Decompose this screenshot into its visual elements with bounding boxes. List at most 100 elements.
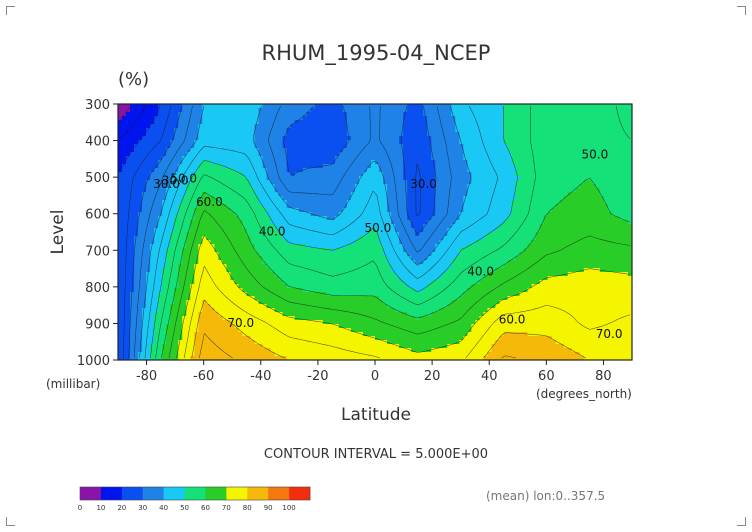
field-cell [523, 192, 528, 197]
field-cell [270, 212, 275, 217]
field-cell [519, 208, 524, 213]
field-cell [431, 116, 436, 121]
field-cell [439, 128, 444, 133]
field-cell [214, 132, 219, 137]
field-cell [198, 160, 203, 165]
field-cell [314, 220, 320, 225]
field-cell [342, 136, 348, 141]
field-cell [174, 180, 179, 185]
field-cell [559, 172, 565, 177]
field-cell [194, 204, 199, 209]
field-cell [391, 172, 396, 177]
field-cell [342, 240, 348, 245]
field-cell [623, 208, 629, 213]
field-cell [222, 224, 227, 229]
field-cell [595, 112, 601, 117]
field-cell [455, 132, 460, 137]
field-cell [427, 152, 432, 157]
units-label: (%) [118, 69, 149, 90]
field-cell [531, 228, 536, 233]
field-cell [330, 104, 336, 109]
field-cell [270, 228, 275, 233]
field-cell [298, 140, 304, 145]
field-cell [375, 132, 380, 137]
field-cell [318, 252, 324, 257]
field-cell [358, 152, 364, 157]
field-cell [447, 184, 452, 189]
field-cell [435, 152, 440, 157]
field-cell [306, 256, 312, 261]
field-cell [623, 204, 629, 209]
field-cell [302, 256, 308, 261]
field-cell [182, 164, 187, 169]
field-cell [491, 120, 496, 125]
field-cell [511, 128, 516, 133]
field-cell [547, 168, 553, 173]
field-cell [527, 164, 532, 169]
field-cell [210, 152, 215, 157]
field-cell [379, 236, 384, 241]
field-cell [314, 112, 320, 117]
field-cell [427, 176, 432, 181]
field-cell [575, 176, 581, 181]
field-cell [198, 212, 203, 217]
field-cell [623, 128, 629, 133]
field-cell [138, 156, 143, 161]
field-cell [242, 112, 247, 117]
field-cell [559, 240, 565, 245]
field-cell [246, 232, 251, 237]
field-cell [194, 192, 199, 197]
field-cell [362, 172, 368, 177]
field-cell [547, 228, 553, 233]
field-cell [250, 160, 255, 165]
field-cell [274, 156, 279, 161]
field-cell [527, 216, 532, 221]
field-cell [330, 160, 336, 165]
field-cell [230, 172, 235, 177]
field-cell [206, 220, 211, 225]
field-cell [370, 216, 376, 221]
field-cell [150, 148, 155, 153]
field-cell [431, 152, 436, 157]
field-cell [599, 252, 605, 257]
field-cell [278, 160, 283, 165]
field-cell [603, 216, 609, 221]
field-cell [302, 248, 308, 253]
field-cell [379, 240, 384, 245]
field-cell [535, 232, 540, 237]
field-cell [451, 124, 456, 129]
field-cell [427, 112, 432, 117]
field-cell [178, 140, 183, 145]
field-cell [547, 224, 553, 229]
field-cell [302, 212, 308, 217]
field-cell [294, 184, 300, 189]
field-cell [346, 196, 352, 201]
field-cell [278, 220, 283, 225]
field-cell [575, 156, 581, 161]
field-cell [611, 164, 617, 169]
field-cell [354, 236, 360, 241]
field-cell [366, 184, 372, 189]
field-cell [603, 104, 609, 109]
field-cell [491, 128, 496, 133]
field-cell [591, 144, 597, 149]
field-cell [623, 144, 629, 149]
field-cell [346, 244, 352, 249]
field-cell [463, 184, 468, 189]
field-cell [238, 136, 243, 141]
field-cell [443, 188, 448, 193]
field-cell [435, 208, 440, 213]
field-cell [154, 232, 159, 237]
field-cell [338, 148, 344, 153]
field-cell [258, 204, 263, 209]
field-cell [134, 112, 139, 117]
field-cell [383, 224, 388, 229]
field-cell [471, 204, 476, 209]
field-cell [539, 188, 545, 193]
field-cell [555, 212, 561, 217]
field-cell [174, 188, 179, 193]
field-cell [210, 124, 215, 129]
field-cell [166, 208, 171, 213]
field-cell [130, 236, 135, 241]
field-cell [483, 136, 488, 141]
